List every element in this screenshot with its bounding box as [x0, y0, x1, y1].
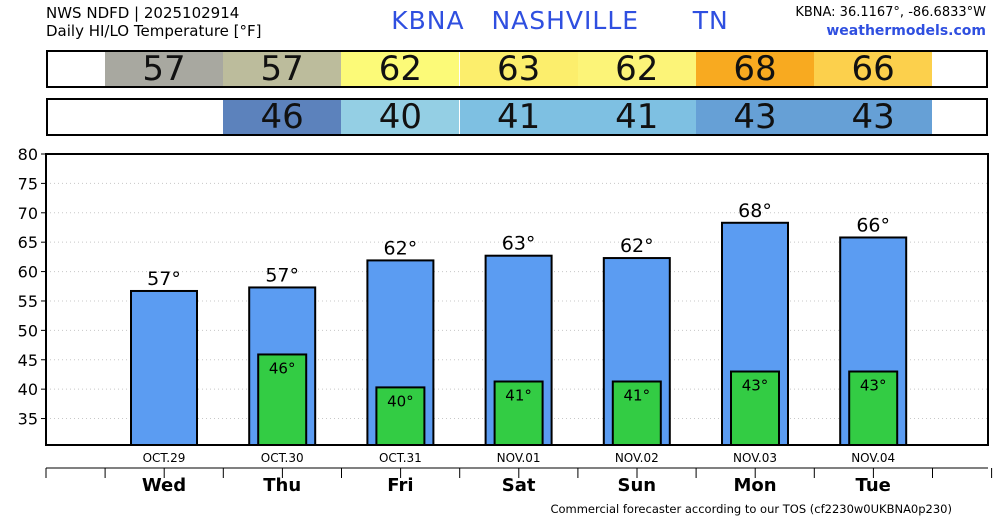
- y-tick-label: 45: [18, 351, 38, 370]
- high-temp-label: 66°: [856, 214, 890, 236]
- low-temp-label: 43°: [742, 377, 769, 395]
- x-day-label: Sun: [618, 475, 657, 496]
- low-temp-cell-1: 46: [223, 100, 342, 135]
- high-temp-cell-1: 57: [223, 52, 342, 87]
- high-temp-cell-2: 62: [341, 52, 460, 87]
- y-tick-label: 70: [18, 204, 38, 223]
- x-date-label: NOV.04: [851, 451, 895, 465]
- y-tick-label: 50: [18, 321, 38, 340]
- x-date-label: OCT.31: [379, 451, 422, 465]
- high-temp-cell-4: 62: [577, 52, 696, 87]
- high-temp-label: 62°: [384, 237, 418, 259]
- high-temp-cell-5: 68: [696, 52, 814, 87]
- header-right: KBNA: 36.1167°, -86.6833°W weathermodels…: [795, 4, 986, 40]
- x-date-label: OCT.30: [261, 451, 304, 465]
- x-date-label: OCT.29: [143, 451, 186, 465]
- plot-frame: [45, 153, 989, 446]
- high-temp-label: 63°: [502, 233, 536, 255]
- x-date-label: NOV.03: [733, 451, 777, 465]
- low-temp-label: 41°: [624, 387, 651, 405]
- high-temp-strip: 57 57 62 63 62 68 66: [46, 50, 988, 88]
- x-date-label: NOV.01: [497, 451, 541, 465]
- y-tick-label: 75: [18, 174, 38, 193]
- y-tick-label: 60: [18, 263, 38, 282]
- low-temp-label: 46°: [269, 359, 296, 377]
- high-temp-label: 57°: [147, 268, 181, 290]
- low-temp-cell-5: 43: [696, 100, 814, 135]
- high-temp-bar: [130, 289, 198, 447]
- header-left: NWS NDFD | 2025102914 Daily HI/LO Temper…: [46, 4, 262, 40]
- low-temp-bar: [257, 353, 308, 447]
- low-temp-label: 41°: [505, 387, 532, 405]
- station-title: KBNA NASHVILLE TN: [391, 6, 729, 35]
- x-day-label: Wed: [142, 475, 186, 496]
- high-temp-cell-3: 63: [459, 52, 578, 87]
- x-day-label: Thu: [263, 475, 301, 496]
- high-temp-cell-0: 57: [105, 52, 223, 87]
- low-temp-strip: 46 40 41 41 43 43: [46, 98, 988, 136]
- y-tick-label: 40: [18, 380, 38, 399]
- low-temp-cell-0: [105, 100, 223, 134]
- x-day-label: Sat: [502, 475, 536, 496]
- low-temp-label: 40°: [387, 392, 414, 410]
- y-tick-label: 65: [18, 233, 38, 252]
- high-temp-label: 68°: [738, 200, 772, 222]
- site-link[interactable]: weathermodels.com: [826, 23, 986, 39]
- high-temp-label: 62°: [620, 235, 654, 257]
- low-temp-cell-4: 41: [577, 100, 696, 135]
- high-temp-cell-6: 66: [814, 52, 933, 87]
- x-day-label: Fri: [387, 475, 413, 496]
- low-temp-cell-2: 40: [341, 100, 460, 135]
- low-temp-cell-3: 41: [459, 100, 578, 135]
- footer-note: Commercial forecaster according to our T…: [550, 502, 952, 516]
- station-coords: KBNA: 36.1167°, -86.6833°W: [795, 5, 986, 20]
- model-run: NWS NDFD | 2025102914: [46, 4, 240, 22]
- x-day-label: Mon: [733, 475, 776, 496]
- high-temp-label: 57°: [265, 264, 299, 286]
- y-tick-label: 55: [18, 292, 38, 311]
- y-tick-label: 80: [18, 145, 38, 164]
- product-title: Daily HI/LO Temperature [°F]: [46, 22, 262, 40]
- low-temp-cell-6: 43: [814, 100, 933, 135]
- y-tick-label: 35: [18, 410, 38, 429]
- x-date-label: NOV.02: [615, 451, 659, 465]
- low-temp-bar: [848, 370, 899, 446]
- low-temp-label: 43°: [860, 377, 887, 395]
- x-day-label: Tue: [856, 475, 891, 496]
